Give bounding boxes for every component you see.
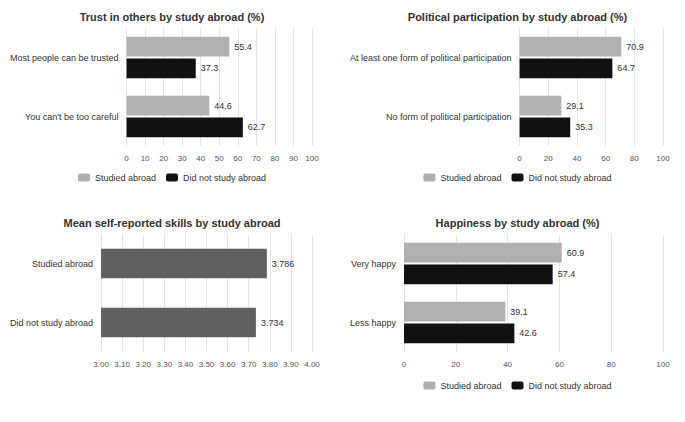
svg-text:Political participation by stu: Political participation by study abroad … xyxy=(408,11,628,23)
svg-text:37.3: 37.3 xyxy=(201,63,219,73)
svg-text:60: 60 xyxy=(233,154,242,163)
svg-text:100: 100 xyxy=(305,154,319,163)
svg-text:29.1: 29.1 xyxy=(566,101,584,111)
svg-text:10: 10 xyxy=(141,154,150,163)
svg-text:Very happy: Very happy xyxy=(351,259,397,269)
svg-text:4.00: 4.00 xyxy=(304,360,320,369)
svg-text:3.00: 3.00 xyxy=(93,360,109,369)
svg-text:Studied abroad: Studied abroad xyxy=(440,173,501,183)
svg-text:60.9: 60.9 xyxy=(567,248,585,258)
svg-text:3.90: 3.90 xyxy=(283,360,299,369)
svg-text:42.6: 42.6 xyxy=(519,328,537,338)
svg-text:20: 20 xyxy=(451,360,460,369)
svg-text:50: 50 xyxy=(215,154,224,163)
svg-text:Studied abroad: Studied abroad xyxy=(95,173,156,183)
svg-text:39.1: 39.1 xyxy=(510,307,528,317)
svg-text:Did not study abroad: Did not study abroad xyxy=(528,381,611,391)
svg-text:You can't be too careful: You can't be too careful xyxy=(25,112,118,122)
svg-text:20: 20 xyxy=(159,154,168,163)
svg-text:Less happy: Less happy xyxy=(350,318,397,328)
svg-text:64.7: 64.7 xyxy=(617,63,635,73)
svg-text:3.70: 3.70 xyxy=(241,360,257,369)
svg-text:Studied abroad: Studied abroad xyxy=(440,381,501,391)
svg-text:20: 20 xyxy=(544,154,553,163)
svg-text:3.80: 3.80 xyxy=(262,360,278,369)
svg-text:100: 100 xyxy=(656,360,670,369)
svg-text:Happiness by study abroad (%): Happiness by study abroad (%) xyxy=(436,217,600,229)
svg-text:3.30: 3.30 xyxy=(157,360,173,369)
svg-text:Did not study abroad: Did not study abroad xyxy=(528,173,611,183)
svg-text:3.50: 3.50 xyxy=(199,360,215,369)
svg-text:Did not study abroad: Did not study abroad xyxy=(183,173,266,183)
svg-text:40: 40 xyxy=(503,360,512,369)
svg-text:0: 0 xyxy=(402,360,407,369)
svg-text:Mean self-reported skills by s: Mean self-reported skills by study abroa… xyxy=(63,217,280,229)
svg-text:80: 80 xyxy=(607,360,616,369)
svg-text:3.10: 3.10 xyxy=(114,360,130,369)
svg-text:35.3: 35.3 xyxy=(575,122,593,132)
svg-text:60: 60 xyxy=(555,360,564,369)
svg-text:70: 70 xyxy=(252,154,261,163)
svg-text:57.4: 57.4 xyxy=(558,269,576,279)
svg-text:Studied abroad: Studied abroad xyxy=(32,259,93,269)
svg-text:40: 40 xyxy=(196,154,205,163)
svg-text:90: 90 xyxy=(289,154,298,163)
svg-text:Did not study abroad: Did not study abroad xyxy=(10,318,93,328)
svg-text:Most people can be trusted: Most people can be trusted xyxy=(10,53,119,63)
svg-text:70.9: 70.9 xyxy=(626,42,644,52)
svg-text:100: 100 xyxy=(656,154,670,163)
svg-text:3.734: 3.734 xyxy=(261,318,284,328)
svg-text:80: 80 xyxy=(630,154,639,163)
svg-text:30: 30 xyxy=(178,154,187,163)
svg-text:0: 0 xyxy=(517,154,522,163)
svg-text:0: 0 xyxy=(124,154,129,163)
svg-text:3.60: 3.60 xyxy=(220,360,236,369)
svg-text:60: 60 xyxy=(601,154,610,163)
svg-text:55.4: 55.4 xyxy=(234,42,252,52)
svg-text:Trust in others by study abroa: Trust in others by study abroad (%) xyxy=(80,11,265,23)
svg-text:3.20: 3.20 xyxy=(135,360,151,369)
svg-text:3.786: 3.786 xyxy=(272,259,295,269)
svg-text:40: 40 xyxy=(572,154,581,163)
svg-text:62.7: 62.7 xyxy=(248,122,266,132)
svg-text:44.6: 44.6 xyxy=(214,101,232,111)
svg-text:No form of political participa: No form of political participation xyxy=(386,112,512,122)
svg-text:At least one form of political: At least one form of political participa… xyxy=(350,53,512,63)
svg-text:3.40: 3.40 xyxy=(178,360,194,369)
svg-text:80: 80 xyxy=(270,154,279,163)
